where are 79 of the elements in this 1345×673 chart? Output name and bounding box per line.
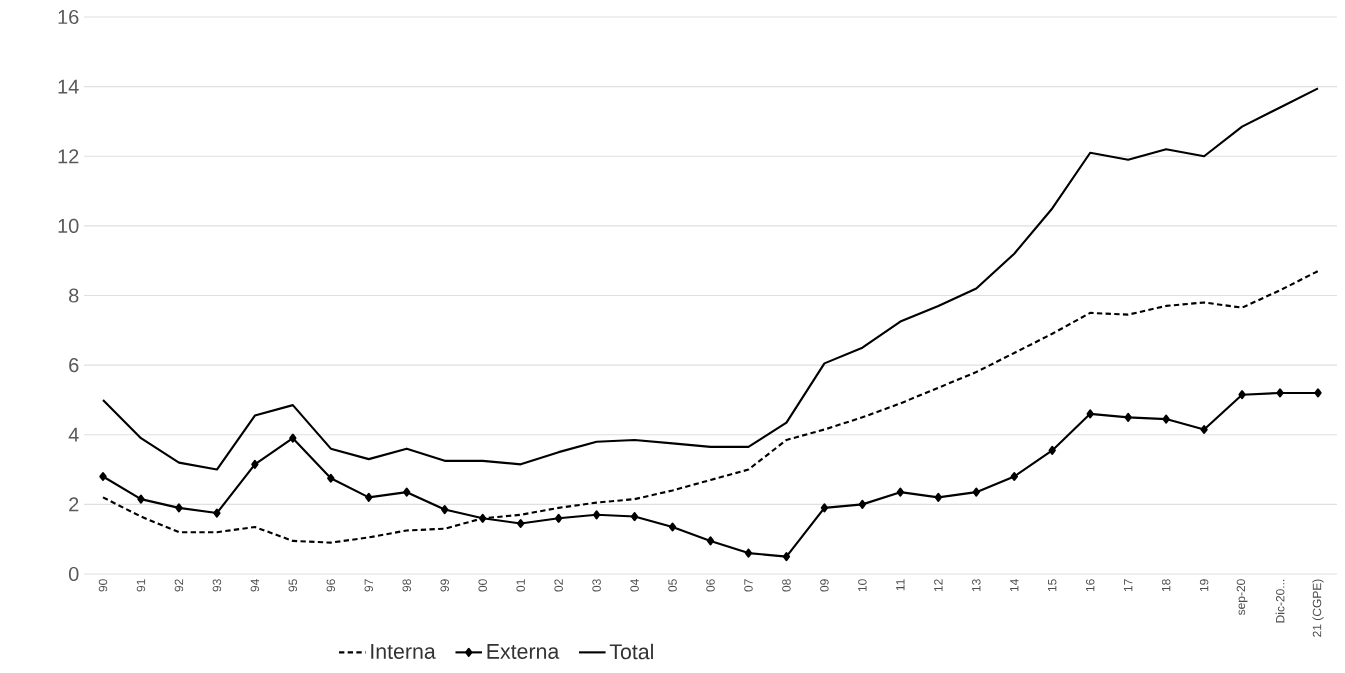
x-tick-label: 08 [782, 579, 791, 592]
line-series [101, 87, 1320, 471]
point [1124, 412, 1132, 422]
point [1048, 445, 1056, 455]
point [706, 536, 715, 546]
x-tick-label: 07 [744, 579, 753, 592]
x-tick-label: 05 [668, 579, 677, 592]
point [365, 492, 373, 502]
y-tick-label: 10 [58, 218, 79, 233]
legend-label: Interna [371, 644, 436, 659]
x-tick-label: 98 [402, 579, 412, 592]
point [554, 513, 563, 523]
point [592, 510, 601, 520]
x-tick-label: 12 [934, 579, 943, 592]
point [1238, 390, 1246, 400]
point [516, 518, 525, 529]
x-tick-label: 94 [250, 579, 260, 592]
x-tick-label: 00 [478, 579, 487, 592]
x-tick-label: 91 [136, 579, 146, 592]
x-tick-label: 96 [326, 579, 336, 592]
point [289, 433, 297, 443]
y-tick-label: 16 [58, 9, 79, 25]
x-tick-label: 93 [212, 579, 222, 592]
point [934, 492, 942, 502]
legend-label: Total [609, 643, 653, 660]
point [1010, 471, 1018, 482]
point [1200, 424, 1208, 435]
x-tick-label: 92 [174, 579, 184, 592]
point [479, 513, 487, 523]
point [213, 508, 221, 518]
point [1162, 414, 1170, 424]
y-tick-label: 14 [58, 79, 79, 94]
x-tick-label: 10 [858, 579, 867, 592]
y-tick-label: 2 [69, 497, 79, 512]
point [1086, 409, 1094, 419]
point [403, 487, 411, 497]
x-tick-label: 09 [820, 579, 829, 592]
point [175, 503, 183, 513]
x-tick-label: 16 [1085, 579, 1095, 592]
x-tick-label: 02 [554, 579, 563, 592]
point [820, 503, 829, 513]
x-tick-label: Dic-20... [1275, 579, 1285, 623]
x-tick-label: 99 [440, 579, 449, 592]
legend-label: Externa [487, 644, 560, 659]
x-tick-label: 19 [1199, 579, 1209, 592]
point [1314, 388, 1322, 398]
x-tick-label: 13 [972, 579, 981, 592]
x-tick-label: 14 [1010, 579, 1019, 592]
point [327, 473, 335, 483]
point [782, 552, 791, 562]
x-tick-label: 01 [516, 579, 525, 592]
point [1276, 388, 1284, 398]
x-tick-label: 11 [896, 579, 905, 591]
point [668, 522, 677, 532]
point [441, 505, 449, 515]
x-tick-label: 97 [364, 579, 374, 592]
point [972, 487, 980, 497]
x-tick-label: 95 [288, 579, 298, 592]
x-tick-label: 18 [1161, 579, 1171, 592]
y-tick-label: 0 [68, 566, 79, 582]
x-tick-label: 04 [630, 579, 639, 592]
x-tick-label: 15 [1048, 579, 1057, 592]
point [137, 494, 145, 504]
y-tick-label: 8 [69, 288, 79, 303]
point [744, 548, 753, 558]
x-tick-label: 21 (CGPE) [1312, 579, 1324, 637]
point [630, 512, 639, 522]
point [99, 471, 107, 482]
point [858, 499, 867, 509]
x-tick-label: sep-20 [1236, 579, 1248, 616]
x-tick-label: 17 [1124, 579, 1133, 592]
x-tick-label: 06 [706, 579, 715, 592]
y-tick-label: 4 [68, 427, 79, 442]
y-tick-label: 12 [58, 149, 79, 164]
y-tick-label: 6 [69, 358, 79, 373]
point [896, 487, 905, 497]
x-tick-label: 90 [98, 579, 108, 592]
x-tick-label: 03 [592, 579, 601, 592]
point [251, 459, 259, 469]
